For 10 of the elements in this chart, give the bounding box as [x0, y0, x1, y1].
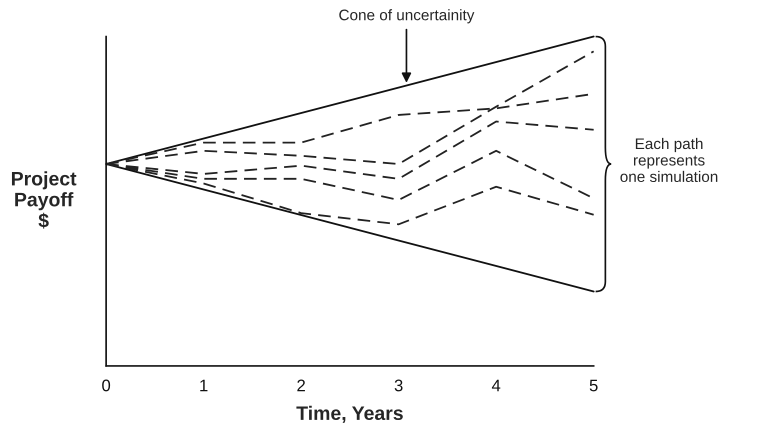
x-tick-label: 5 — [590, 380, 598, 392]
x-tick-label: 3 — [394, 380, 403, 392]
x-tick-label: 0 — [102, 380, 110, 392]
x-axis-title: Time, Years — [296, 406, 403, 423]
y-axis-title: Project Payoff $ — [12, 171, 76, 229]
annotation: Cone of uncertainity — [339, 9, 474, 24]
x-tick-label: 2 — [297, 380, 305, 392]
text: Each path represents one simulation — [620, 138, 718, 182]
x-tick-label: 1 — [200, 380, 208, 392]
x-tick-label: 4 — [492, 380, 500, 392]
